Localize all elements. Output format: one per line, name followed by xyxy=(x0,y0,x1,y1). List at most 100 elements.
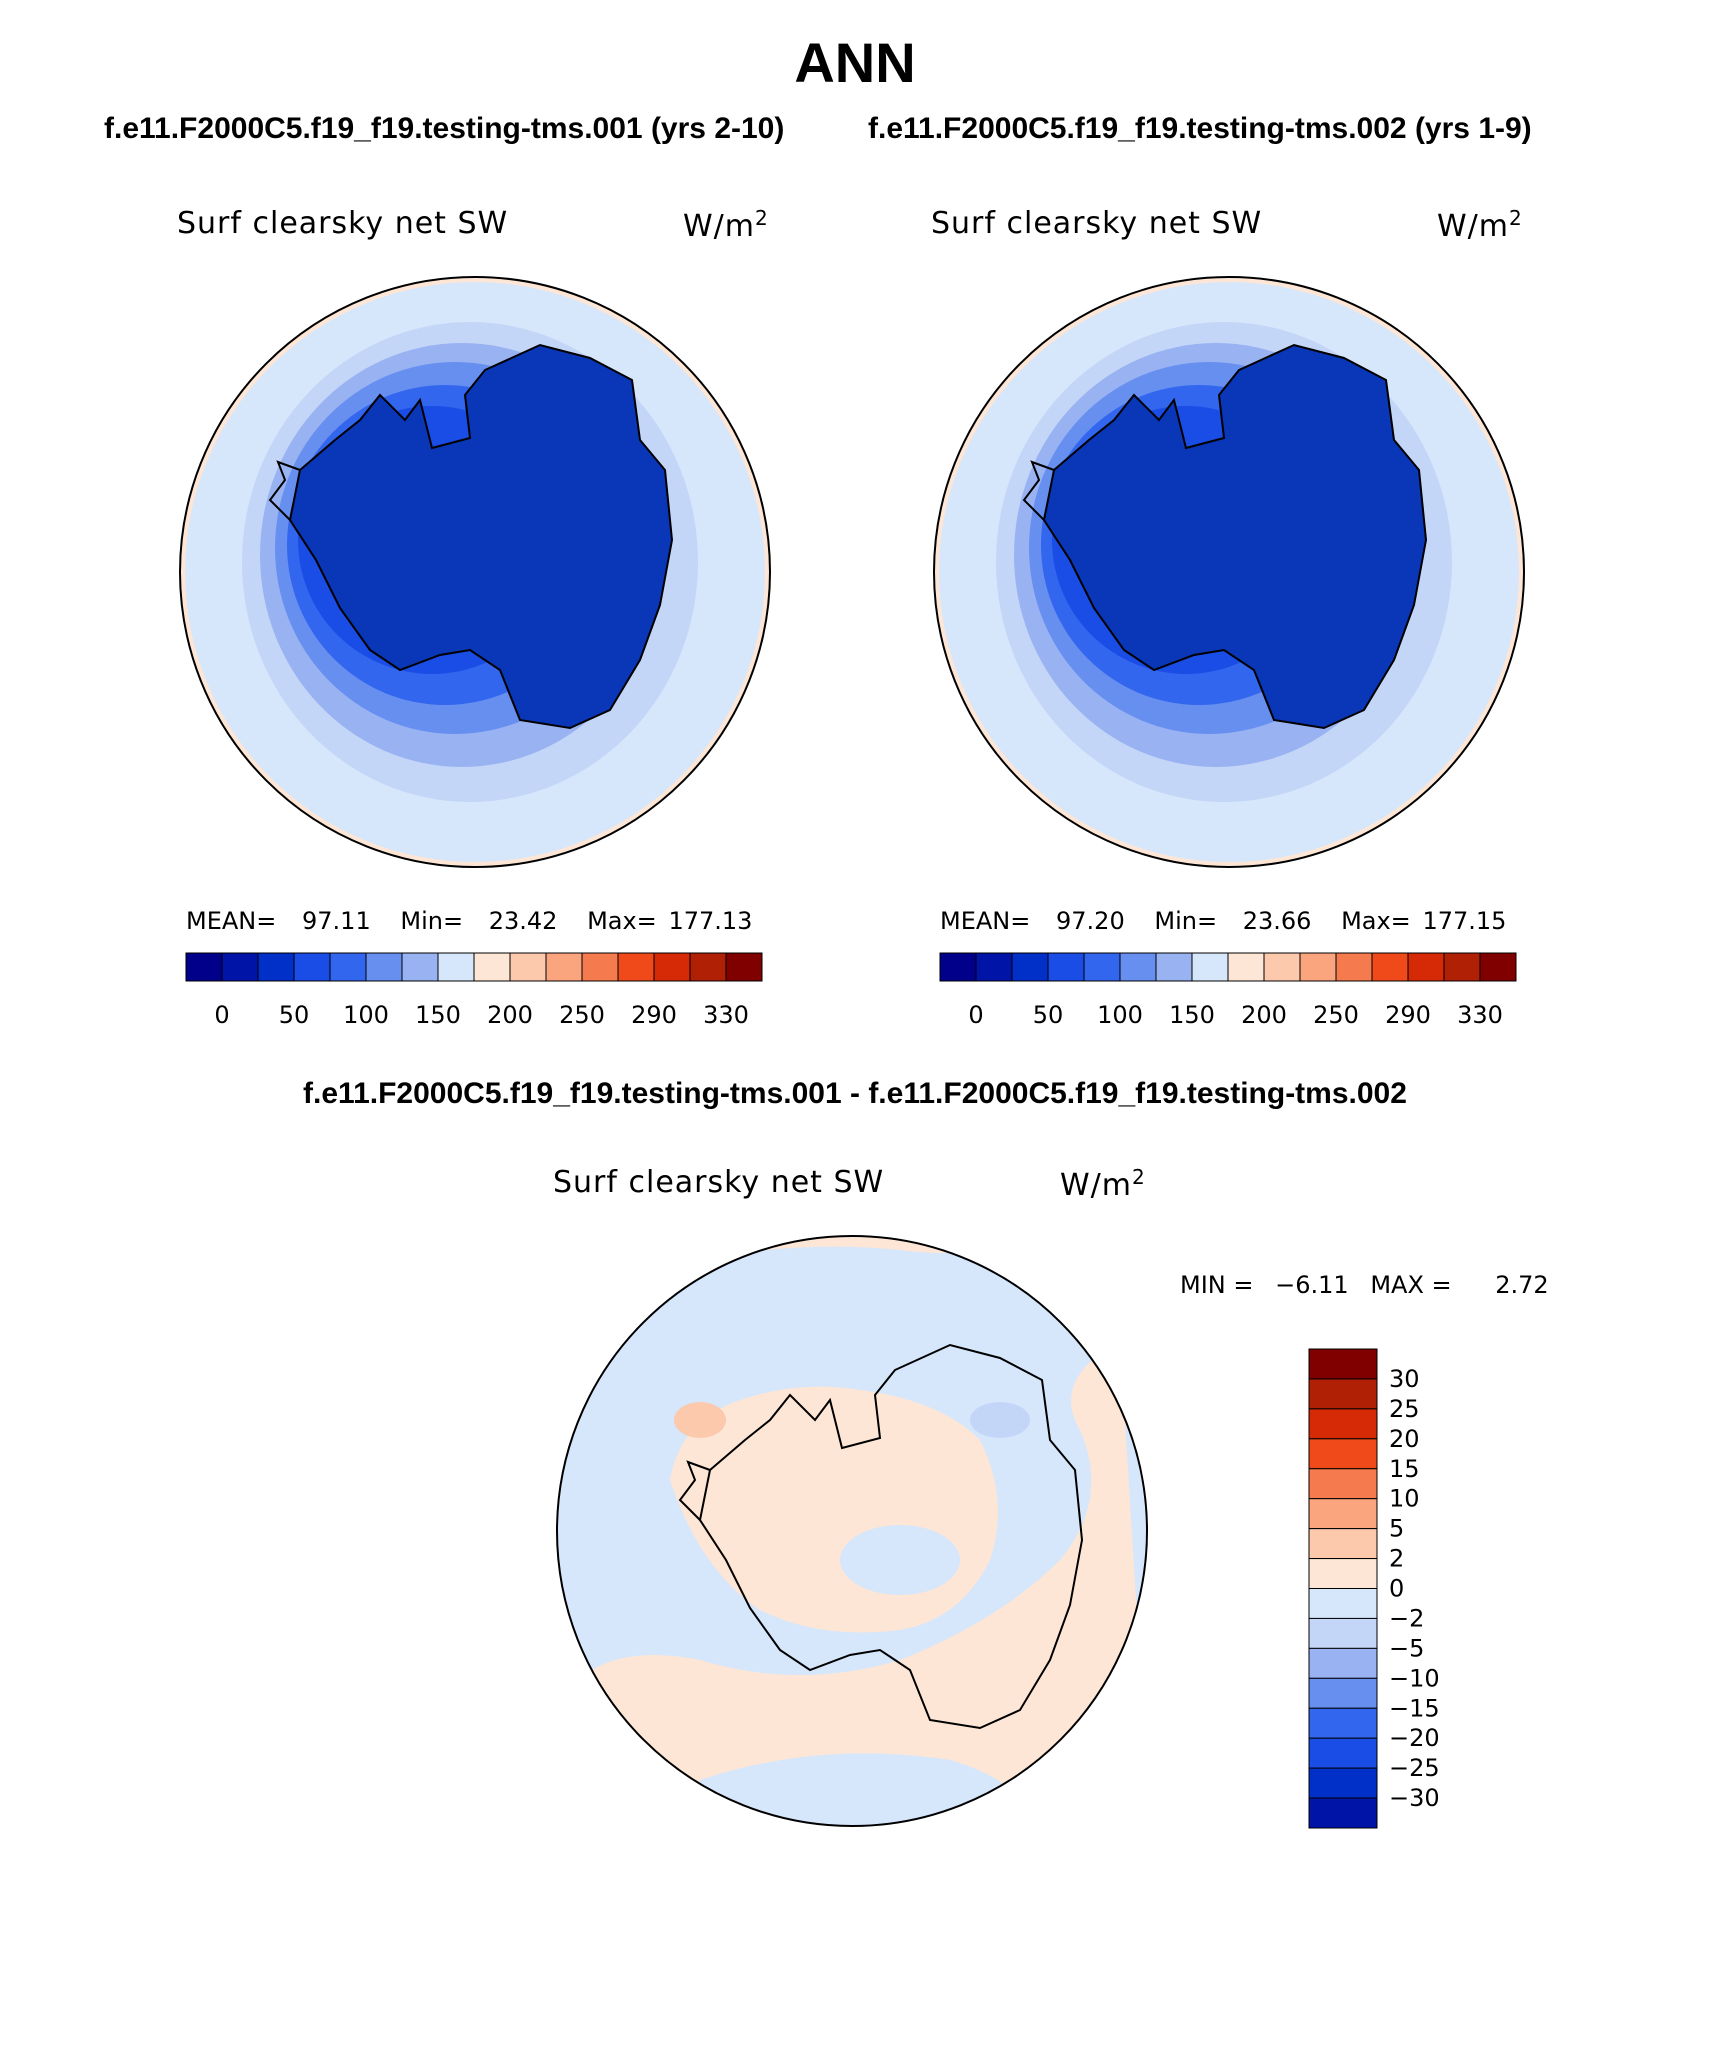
panel3-colorbar-tick-label: −2 xyxy=(1389,1604,1424,1632)
panel1-colorbar-tick-label: 100 xyxy=(343,1001,389,1029)
panel1-mean-value: 97.11 xyxy=(302,907,371,935)
panel2-colorbar-tick-label: 150 xyxy=(1169,1001,1215,1029)
panel3-colorbar-box xyxy=(1308,1558,1378,1589)
panel1-colorbar-tick-label: 250 xyxy=(559,1001,605,1029)
panel2-colorbar-box xyxy=(1371,952,1409,982)
panel3-colorbar-box xyxy=(1308,1767,1378,1799)
panel3-colorbar-tick-label: 5 xyxy=(1389,1515,1404,1543)
panel2-colorbar-tick-label: 0 xyxy=(968,1001,983,1029)
panel3-colorbar-box xyxy=(1308,1737,1378,1769)
panel2-stats: MEAN= 97.20 Min= 23.66 Max= 177.15 xyxy=(940,907,1506,935)
panel1-colorbar-box xyxy=(617,952,655,982)
panel1-map-border xyxy=(179,276,771,868)
panel2-min-value: 23.66 xyxy=(1242,907,1312,935)
panel1-min-label: Min= xyxy=(400,907,464,935)
panel2-colorbar: 0 50 100 150 200 250 290 330 xyxy=(939,952,1517,1029)
panel1-colorbar-tick-label: 0 xyxy=(214,1001,229,1029)
panel3-colorbar-box xyxy=(1308,1588,1378,1619)
panel3-colorbar-tick-label: −25 xyxy=(1389,1754,1440,1782)
panel3-max-value: 2.72 xyxy=(1495,1271,1549,1299)
panel3-colorbar-tick-label: 10 xyxy=(1389,1485,1420,1513)
panel2-colorbar-box xyxy=(939,952,977,982)
panel1-colorbar-box xyxy=(473,952,511,982)
panel3-colorbar-box xyxy=(1308,1617,1378,1649)
panel3-colorbar-tick-label: 25 xyxy=(1389,1395,1420,1423)
panel3-colorbar-tick-label: 15 xyxy=(1389,1455,1420,1483)
panel2-mean-value: 97.20 xyxy=(1056,907,1125,935)
panel3-max-label: MAX = xyxy=(1370,1271,1452,1299)
panel2-colorbar-tick-label: 330 xyxy=(1457,1001,1503,1029)
panel1-colorbar-box xyxy=(437,952,475,982)
panel1-stats: MEAN= 97.11 Min= 23.42 Max= 177.13 xyxy=(186,907,752,935)
panel3-min-label: MIN = xyxy=(1180,1271,1254,1299)
panel3-colorbar-tick-label: 30 xyxy=(1389,1365,1420,1393)
panel3-units: W/m2 xyxy=(1060,1165,1146,1203)
panel2-colorbar-box xyxy=(1119,952,1157,982)
panel3-colorbar-box xyxy=(1308,1498,1378,1530)
panel1-colorbar-tick-label: 150 xyxy=(415,1001,461,1029)
panel2-colorbar-box xyxy=(1191,952,1229,982)
case1-title: f.e11.F2000C5.f19_f19.testing-tms.001 (y… xyxy=(104,112,785,145)
panel2-variable: Surf clearsky net SW xyxy=(931,206,1263,241)
panel3-colorbar-box xyxy=(1308,1528,1378,1560)
panel1-colorbar-box xyxy=(257,952,295,982)
panel3-colorbar-box xyxy=(1308,1647,1378,1679)
panel2-units: W/m2 xyxy=(1437,206,1523,244)
panel1-colorbar-box xyxy=(509,952,547,982)
panel3-colorbar-box xyxy=(1308,1707,1378,1739)
panel1-mean-label: MEAN= xyxy=(186,907,277,935)
panel2-colorbar-box xyxy=(1227,952,1265,982)
panel2-max-value: 177.15 xyxy=(1422,907,1507,935)
panel3-stats: MIN = −6.11 MAX = 2.72 xyxy=(1180,1271,1549,1299)
panel1-colorbar-box xyxy=(689,952,727,982)
panel1-max-value: 177.13 xyxy=(668,907,753,935)
panel3-colorbar-box xyxy=(1308,1438,1378,1470)
panel3-colorbar-tick-label: 0 xyxy=(1389,1575,1404,1603)
panel2-map-border xyxy=(933,276,1525,868)
panel1-colorbar-box xyxy=(545,952,583,982)
panel1-colorbar-tick-label: 290 xyxy=(631,1001,677,1029)
panel3-colorbar-tick-label: −15 xyxy=(1389,1694,1440,1722)
panel1-map xyxy=(180,277,770,867)
panel3-map xyxy=(557,1236,1147,1826)
panel1-colorbar-box xyxy=(221,952,259,982)
panel2-colorbar-tick-label: 50 xyxy=(1033,1001,1064,1029)
panel1-colorbar: 0 50 100 150 200 250 290 330 xyxy=(185,952,763,1029)
panel1-colorbar-tick-label: 330 xyxy=(703,1001,749,1029)
panel3-colorbar-box xyxy=(1308,1378,1378,1410)
panel3-min-value: −6.11 xyxy=(1275,1271,1349,1299)
panel3-colorbar-tick-label: −30 xyxy=(1389,1784,1440,1812)
panel2-colorbar-box xyxy=(1047,952,1085,982)
panel1-min-value: 23.42 xyxy=(488,907,558,935)
panel2-colorbar-tick-label: 100 xyxy=(1097,1001,1143,1029)
panel2-colorbar-box xyxy=(1263,952,1301,982)
panel3-colorbar-tick-label: −20 xyxy=(1389,1724,1440,1752)
panel1-colorbar-box xyxy=(401,952,439,982)
panel1-max-label: Max= xyxy=(587,907,657,935)
panel1-colorbar-box xyxy=(329,952,367,982)
panel1-variable: Surf clearsky net SW xyxy=(177,206,509,241)
diff-title: f.e11.F2000C5.f19_f19.testing-tms.001 - … xyxy=(303,1077,1407,1110)
panel1-colorbar-box xyxy=(725,952,763,982)
panel3-colorbar-box xyxy=(1308,1468,1378,1500)
panel2-colorbar-tick-label: 250 xyxy=(1313,1001,1359,1029)
panel1-colorbar-box xyxy=(365,952,403,982)
panel3-colorbar-box xyxy=(1308,1348,1378,1380)
panel3-colorbar-box xyxy=(1308,1408,1378,1440)
panel1-colorbar-tick-label: 50 xyxy=(279,1001,310,1029)
panel2-colorbar-box xyxy=(1155,952,1193,982)
panel2-colorbar-tick-label: 290 xyxy=(1385,1001,1431,1029)
panel1-units: W/m2 xyxy=(683,206,769,244)
panel1-colorbar-box xyxy=(653,952,691,982)
panel3-variable: Surf clearsky net SW xyxy=(553,1165,885,1200)
case2-title: f.e11.F2000C5.f19_f19.testing-tms.002 (y… xyxy=(868,112,1532,145)
panel1-colorbar-box xyxy=(293,952,331,982)
panel2-map xyxy=(934,277,1524,867)
panel1-colorbar-box xyxy=(581,952,619,982)
panel2-colorbar-box xyxy=(1083,952,1121,982)
panel1-colorbar-box xyxy=(185,952,223,982)
panel3-colorbar-tick-label: 2 xyxy=(1389,1545,1404,1573)
panel1-colorbar-tick-label: 200 xyxy=(487,1001,533,1029)
